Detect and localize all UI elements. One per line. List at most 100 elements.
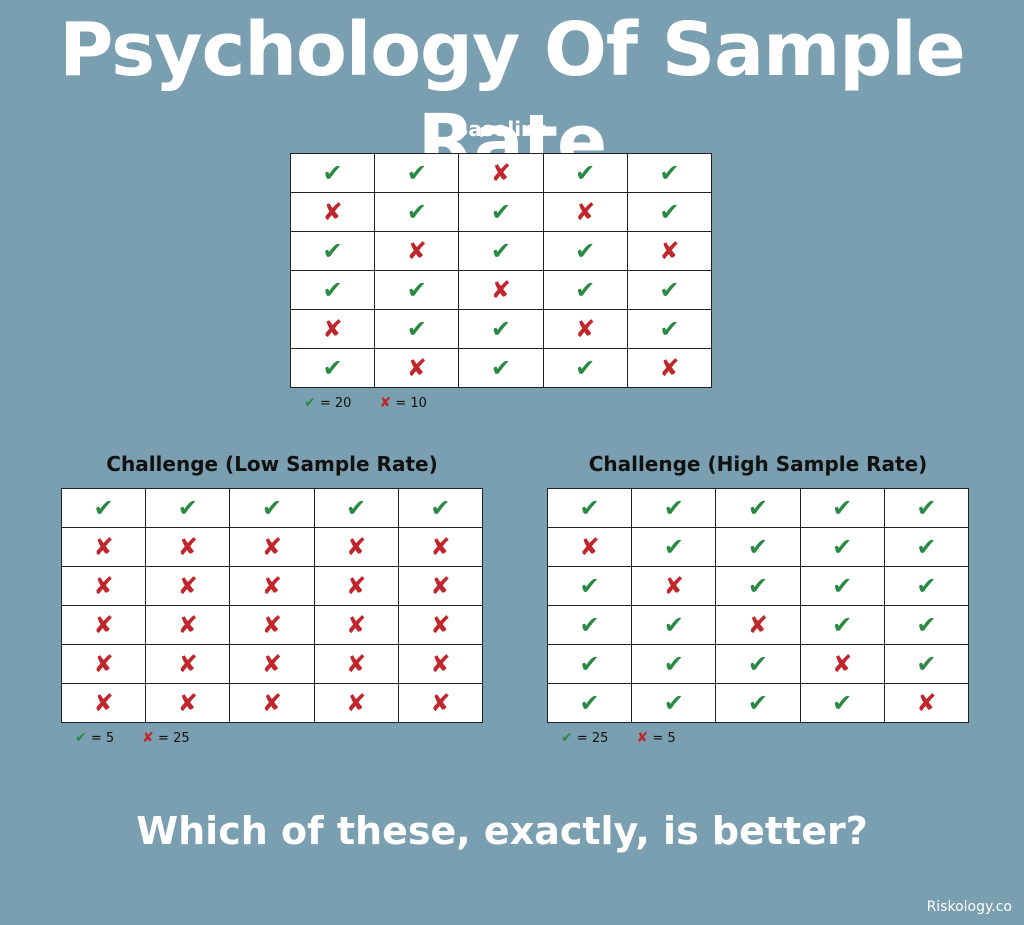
cross-icon: ✘ [346,689,367,717]
check-icon: ✔ [916,494,937,522]
cross-icon: ✘ [261,533,283,561]
cross-icon: ✘ [346,533,367,561]
grid-cell: ✔ [631,488,717,528]
check-icon: ✔ [832,494,853,522]
check-icon: ✔ [322,159,343,187]
cross-icon: ✘ [659,354,680,382]
grid-row: ✘ ✘ ✘ ✘ ✘ [60,683,484,723]
grid-cell: ✔ [883,527,970,567]
grid-cell: ✔ [229,488,315,528]
grid-cell: ✘ [397,566,484,606]
grid-cell: ✔ [289,270,376,310]
grid-cell: ✔ [626,270,713,310]
check-icon: ✔ [916,572,937,600]
grid-row: ✔ ✔ ✘ ✔ ✔ [289,270,713,310]
grid-cell: ✘ [546,527,633,567]
cross-icon: ✘ [177,650,198,678]
grid-cell: ✘ [313,605,399,645]
check-icon: ✔ [177,494,198,522]
grid-cell: ✘ [313,644,399,684]
outcome-grid: ✔ ✔ ✔ ✔ ✔ ✘ ✘ ✘ ✘ ✘ ✘ ✘ ✘ ✘ ✘ ✘ ✘ ✘ ✘ ✘ ✘ ✘ ✘ ✘ ✘ ✘ ✘ ✘ ✘ ✘ [60,488,484,723]
cross-icon: ✘ [177,533,198,561]
grid-cell: ✘ [397,644,484,684]
grid-cell: ✘ [397,683,484,723]
check-icon: ✔ [663,494,684,522]
grid-row: ✘ ✔ ✔ ✔ ✔ [546,527,970,567]
cross-icon: ✘ [346,650,367,678]
check-icon: ✔ [406,276,427,304]
check-icon: ✔ [663,611,684,639]
grid-cell: ✘ [313,683,399,723]
grid-cell: ✔ [374,153,460,193]
grid-cell: ✘ [458,270,544,310]
grid-cell: ✔ [799,605,885,645]
check-icon: ✔ [490,237,512,265]
grid-row: ✘ ✘ ✘ ✘ ✘ [60,605,484,645]
grid-cell: ✘ [374,231,460,271]
grid-cell: ✔ [313,488,399,528]
check-icon: ✔ [579,572,600,600]
grid-cell: ✘ [145,683,231,723]
legend: ✔ = 20 ✘ = 10 [290,395,427,411]
check-icon: ✔ [747,650,769,678]
grid-cell: ✔ [542,270,628,310]
grid-cell: ✔ [458,192,544,232]
check-icon: ✔ [430,494,451,522]
grid-cell: ✔ [546,644,633,684]
grid-cell: ✔ [631,644,717,684]
grid-cell: ✔ [542,153,628,193]
check-icon: ✔ [406,198,427,226]
check-icon: ✔ [832,572,853,600]
cross-icon: ✘ [406,237,427,265]
grid-row: ✘ ✘ ✘ ✘ ✘ [60,527,484,567]
grid-cell: ✘ [313,566,399,606]
grid-cell: ✘ [60,683,147,723]
panel-low-sample-rate: Challenge (Low Sample Rate) ✔ ✔ ✔ ✔ ✔ ✘ ✘ ✘ ✘ ✘ ✘ ✘… [60,451,484,751]
grid-cell: ✔ [799,488,885,528]
cross-count: = 5 [652,731,676,746]
grid-cell: ✔ [883,488,970,528]
page-title: Psychology Of Sample Rate [59,7,966,185]
check-icon: ✔ [579,689,600,717]
check-icon: ✔ [261,494,283,522]
grid-cell: ✔ [626,153,713,193]
grid-cell: ✔ [626,192,713,232]
check-icon: ✔ [832,533,853,561]
check-icon: ✔ [832,689,853,717]
check-icon: ✔ [490,198,512,226]
grid-cell: ✔ [145,488,231,528]
grid-cell: ✘ [229,605,315,645]
check-icon: ✔ [575,276,596,304]
check-icon: ✔ [406,159,427,187]
check-icon: ✔ [575,159,596,187]
cross-icon: ✘ [832,650,853,678]
cross-icon: ✘ [575,315,596,343]
grid-cell: ✔ [60,488,147,528]
grid-cell: ✔ [799,566,885,606]
legend-check: ✔ = 5 [75,730,114,746]
check-icon: ✔ [406,315,427,343]
grid-cell: ✔ [715,683,801,723]
grid-cell: ✘ [145,566,231,606]
cross-icon: ✘ [93,650,114,678]
cross-icon: ✘ [490,159,512,187]
grid-cell: ✔ [458,348,544,388]
cross-count: = 25 [158,731,190,746]
check-icon: ✔ [747,689,769,717]
cross-icon: ✘ [142,730,154,746]
grid-row: ✔ ✔ ✔ ✔ ✔ [60,488,484,528]
grid-cell: ✔ [631,683,717,723]
grid-cell: ✔ [289,153,376,193]
check-icon: ✔ [663,533,684,561]
grid-cell: ✔ [715,566,801,606]
check-icon: ✔ [659,198,680,226]
check-icon: ✔ [490,354,512,382]
grid-row: ✔ ✔ ✔ ✔ ✔ [546,488,970,528]
panel-title: Challenge (High Sample Rate) [588,452,928,476]
grid-cell: ✘ [397,605,484,645]
grid-cell: ✘ [60,527,147,567]
legend: ✔ = 5 ✘ = 25 [61,730,190,746]
check-icon: ✔ [916,533,937,561]
cross-icon: ✘ [430,611,451,639]
grid-cell: ✘ [626,231,713,271]
